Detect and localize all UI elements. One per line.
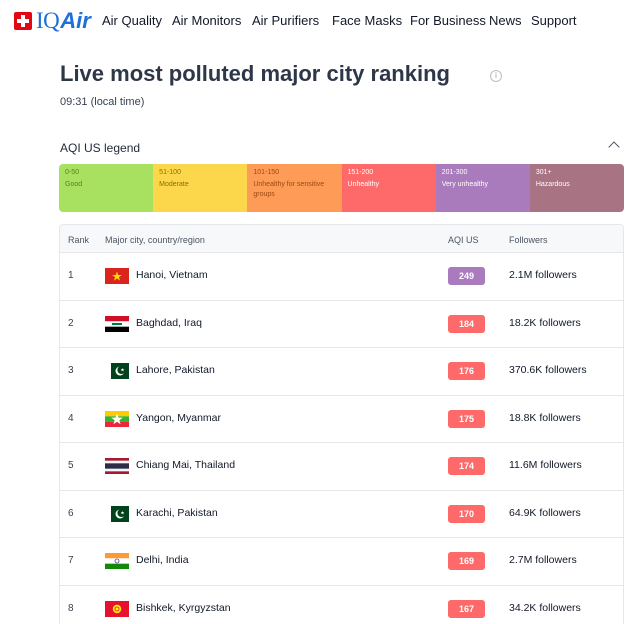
- top-navigation: IQ Air Air Quality Air Monitors Air Puri…: [0, 0, 642, 40]
- legend-range: 101-150: [253, 169, 280, 176]
- chevron-up-icon[interactable]: [608, 141, 620, 153]
- table-row[interactable]: 2 Baghdad, Iraq 184 18.2K followers: [60, 301, 623, 348]
- table-row[interactable]: 1 Hanoi, Vietnam 249 2.1M followers: [60, 253, 623, 301]
- legend-label: Good: [65, 181, 83, 188]
- legend-label: Unhealthy: [347, 181, 380, 188]
- header-followers: Followers: [509, 235, 548, 245]
- legend-range: 151-200: [347, 169, 374, 176]
- row-rank: 1: [68, 270, 74, 281]
- row-rank: 8: [68, 602, 74, 614]
- aqi-badge: 174: [448, 457, 485, 475]
- table-row[interactable]: 4 Yangon, Myanmar 175 18.8K followers: [60, 396, 623, 443]
- pakistan-flag-icon: [105, 363, 129, 379]
- kyrgyzstan-flag-icon: [105, 600, 129, 617]
- logo-iq-text: IQ: [36, 8, 60, 33]
- swiss-flag-icon: [14, 12, 32, 30]
- row-city[interactable]: Chiang Mai, Thailand: [136, 459, 236, 471]
- row-rank: 5: [68, 460, 74, 471]
- row-rank: 7: [68, 555, 74, 566]
- aqi-badge: 167: [448, 599, 485, 618]
- table-row[interactable]: 3 Lahore, Pakistan 176 370.6K followers: [60, 348, 623, 396]
- iqair-logo[interactable]: IQ Air: [14, 8, 91, 33]
- legend-label: Unhealthy for sensitive groups: [253, 181, 325, 198]
- legend-segment-unhealthy: 151-200 Unhealthy: [341, 164, 436, 212]
- nav-news[interactable]: News: [489, 13, 522, 28]
- row-city[interactable]: Bishkek, Kyrgyzstan: [136, 601, 231, 614]
- nav-for-business[interactable]: For Business: [410, 13, 486, 28]
- aqi-badge: 184: [448, 314, 485, 333]
- nav-air-monitors[interactable]: Air Monitors: [172, 13, 242, 28]
- row-rank: 3: [68, 365, 74, 376]
- aqi-badge: 170: [448, 504, 485, 523]
- row-followers: 2.1M followers: [509, 269, 577, 281]
- row-rank: 4: [68, 412, 74, 424]
- row-city[interactable]: Delhi, India: [136, 554, 189, 566]
- thailand-flag-icon: [105, 458, 129, 474]
- table-row[interactable]: 5 Chiang Mai, Thailand 174 11.6M followe…: [60, 443, 623, 491]
- pakistan-flag-icon: [105, 505, 129, 522]
- local-time: 09:31 (local time): [60, 96, 145, 108]
- row-city[interactable]: Karachi, Pakistan: [136, 506, 218, 519]
- legend-segment-unhealthy-sensitive: 101-150 Unhealthy for sensitive groups: [247, 164, 342, 212]
- row-city[interactable]: Lahore, Pakistan: [136, 364, 215, 376]
- header-city: Major city, country/region: [105, 235, 205, 245]
- iraq-flag-icon: [105, 315, 129, 332]
- row-followers: 64.9K followers: [509, 506, 581, 519]
- legend-label: Moderate: [159, 181, 189, 188]
- nav-face-masks[interactable]: Face Masks: [332, 13, 403, 28]
- aqi-badge: 169: [448, 552, 485, 570]
- header-aqi: AQI US: [448, 235, 479, 245]
- table-row[interactable]: 6 Karachi, Pakistan 170 64.9K followers: [60, 491, 623, 538]
- row-followers: 370.6K followers: [509, 364, 587, 376]
- row-rank: 6: [68, 507, 74, 519]
- row-followers: 18.2K followers: [509, 316, 581, 329]
- row-city[interactable]: Baghdad, Iraq: [136, 316, 202, 329]
- info-icon[interactable]: i: [490, 70, 502, 82]
- legend-label: Very unhealthy: [441, 181, 488, 188]
- table-row[interactable]: 7 Delhi, India 169 2.7M followers: [60, 538, 623, 586]
- nav-support[interactable]: Support: [531, 13, 577, 28]
- legend-range: 201-300: [441, 169, 468, 176]
- row-followers: 34.2K followers: [509, 601, 581, 614]
- aqi-legend-title: AQI US legend: [60, 141, 141, 155]
- nav-air-quality[interactable]: Air Quality: [102, 13, 162, 28]
- row-rank: 2: [68, 317, 74, 329]
- table-header: Rank Major city, country/region AQI US F…: [60, 225, 623, 253]
- row-city[interactable]: Hanoi, Vietnam: [136, 269, 208, 281]
- table-row[interactable]: 8 Bishkek, Kyrgyzstan 167 34.2K follower…: [60, 586, 623, 624]
- legend-segment-good: 0-50 Good: [59, 164, 154, 212]
- vietnam-flag-icon: [105, 268, 129, 284]
- ranking-table: Rank Major city, country/region AQI US F…: [59, 224, 624, 624]
- nav-air-purifiers[interactable]: Air Purifiers: [252, 13, 320, 28]
- aqi-badge: 249: [448, 267, 485, 285]
- legend-range: 301+: [535, 169, 552, 176]
- myanmar-flag-icon: [105, 410, 129, 427]
- legend-segment-very-unhealthy: 201-300 Very unhealthy: [435, 164, 530, 212]
- legend-range: 51-100: [159, 169, 181, 176]
- header-rank: Rank: [68, 235, 90, 245]
- aqi-badge: 176: [448, 362, 485, 380]
- aqi-legend-bar: 0-50 Good 51-100 Moderate 101-150 Unheal…: [59, 164, 624, 212]
- legend-range: 0-50: [65, 169, 80, 176]
- row-followers: 11.6M followers: [509, 459, 582, 471]
- row-followers: 18.8K followers: [509, 411, 581, 424]
- legend-label: Hazardous: [535, 181, 570, 188]
- india-flag-icon: [105, 553, 129, 569]
- aqi-badge: 175: [448, 409, 485, 428]
- legend-segment-hazardous: 301+ Hazardous: [529, 164, 624, 212]
- logo-air-text: Air: [60, 8, 91, 33]
- row-city[interactable]: Yangon, Myanmar: [136, 411, 222, 424]
- page-title: Live most polluted major city ranking: [60, 61, 450, 86]
- legend-segment-moderate: 51-100 Moderate: [153, 164, 248, 212]
- row-followers: 2.7M followers: [509, 554, 577, 566]
